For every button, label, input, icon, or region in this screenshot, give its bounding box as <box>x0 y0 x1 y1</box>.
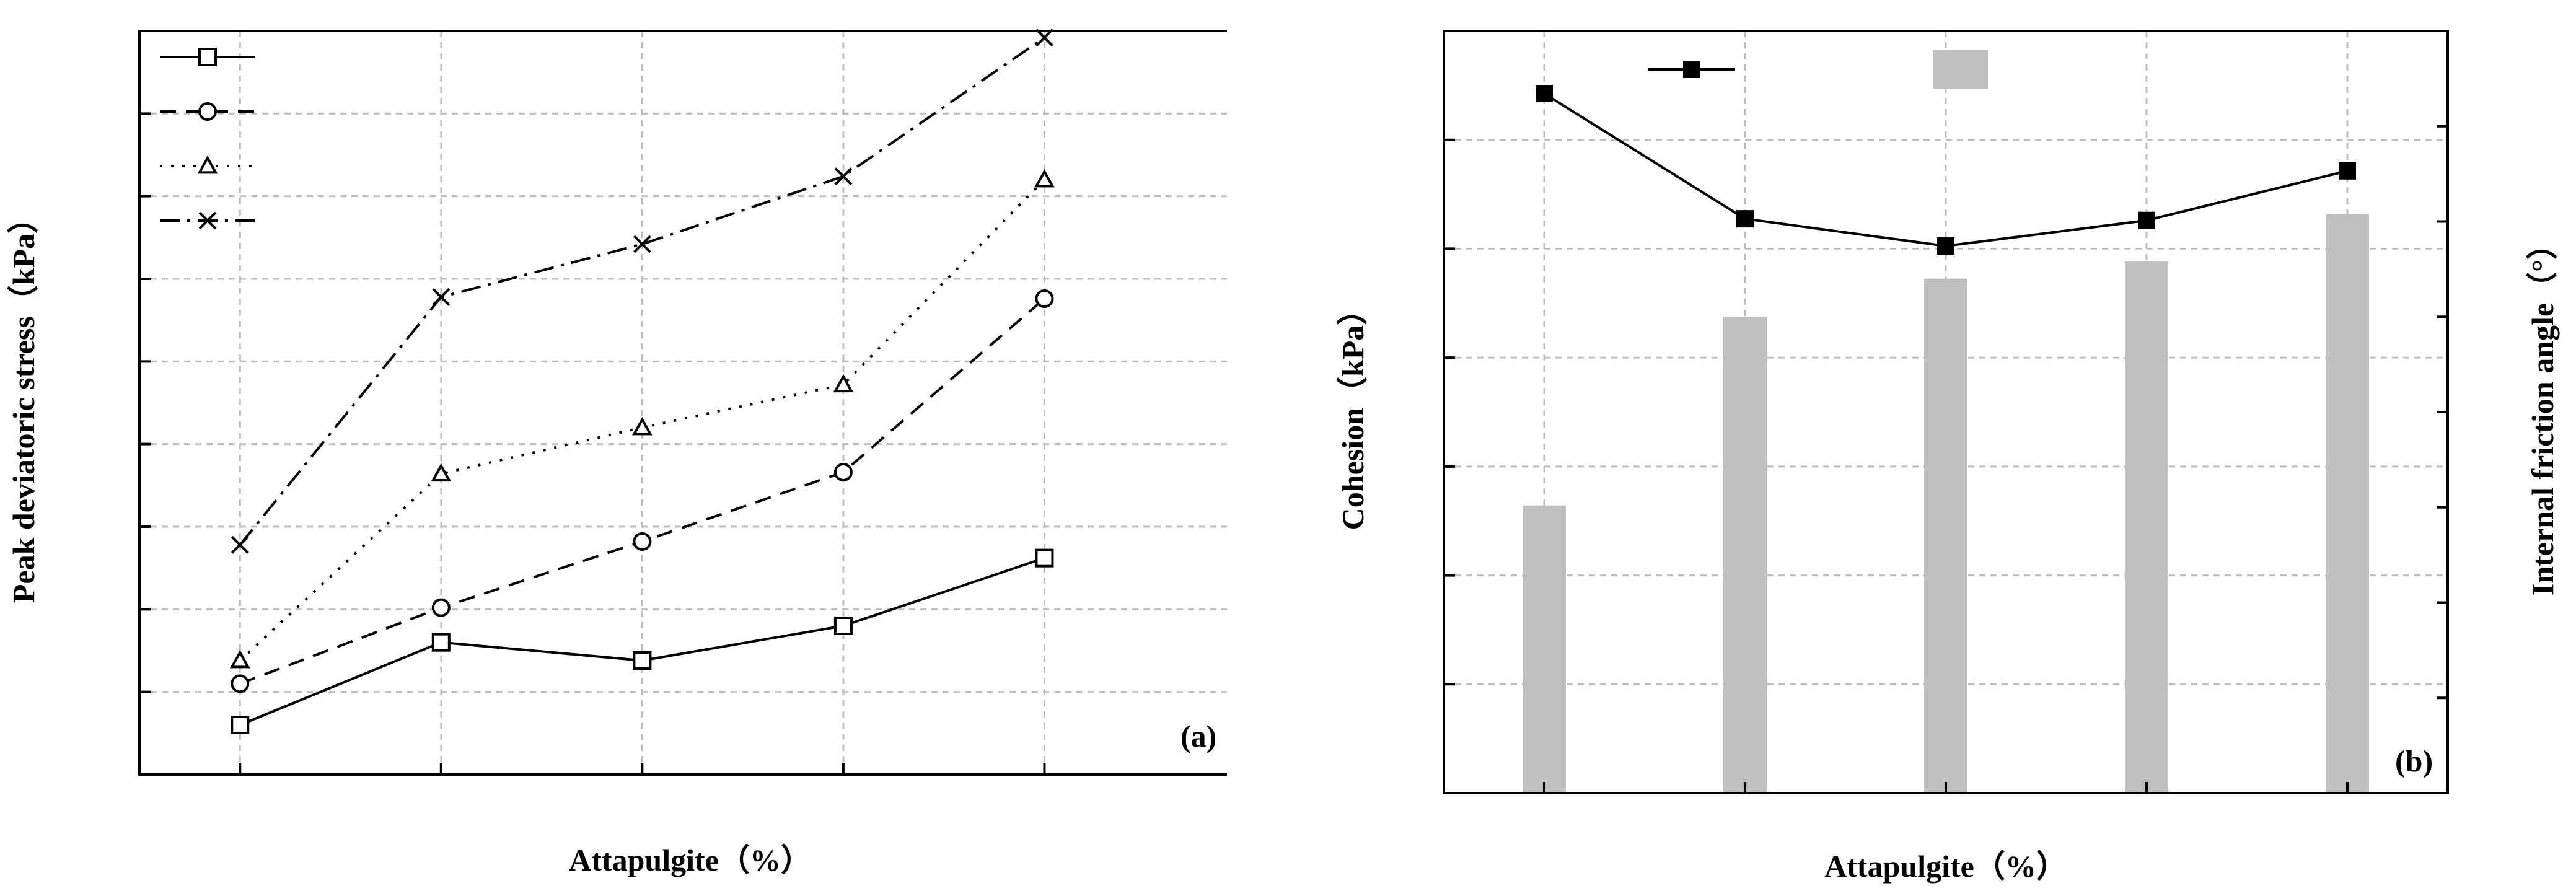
cohesion-line <box>1543 92 2348 248</box>
chart-a-y-axis-title: Peak deviatoric stress（kPa） <box>6 203 41 603</box>
data-point <box>633 235 651 253</box>
bar-friction-angle <box>1924 278 1967 793</box>
data-point <box>231 716 250 734</box>
data-point <box>1035 289 1054 308</box>
data-point <box>229 649 250 669</box>
chart-a-x-axis-title: Attapulgite（%） <box>569 843 812 877</box>
chart-b-legend <box>1648 50 1988 89</box>
data-point <box>1736 210 1754 228</box>
data-point <box>631 416 653 436</box>
data-point <box>2339 162 2356 180</box>
legend-marker-3 <box>198 211 217 230</box>
chart-b-y-axis-title-right: Internal friction angle（°） <box>2525 229 2560 595</box>
chart-a-frame <box>138 30 1227 776</box>
chart-b-frame <box>1443 30 2449 794</box>
data-point <box>431 633 451 652</box>
data-point <box>833 374 854 393</box>
data-point <box>431 598 451 617</box>
legend-marker-cohesion <box>1683 61 1700 78</box>
chart-a-panel-label: (a) <box>1180 719 1216 753</box>
legend-marker-1 <box>198 102 217 121</box>
chart-a-legend <box>160 48 255 230</box>
bar-friction-angle <box>1523 505 1566 793</box>
bar-friction-angle <box>2125 261 2168 793</box>
legend-swatch-friction-angle <box>1933 50 1988 89</box>
chart-b-panel-label: (b) <box>2395 744 2433 778</box>
legend-marker-0 <box>198 48 217 66</box>
data-point <box>834 167 853 186</box>
data-point <box>1035 29 1053 47</box>
bar-friction-angle <box>1723 317 1767 793</box>
data-point <box>431 463 452 482</box>
data-point <box>633 532 652 551</box>
data-point <box>1034 169 1055 188</box>
legend-marker-2 <box>197 155 218 174</box>
data-point <box>231 674 250 693</box>
data-point <box>633 651 652 670</box>
data-point <box>833 463 853 481</box>
chart-b-x-axis-title: Attapulgite（%） <box>1824 849 2067 884</box>
data-point <box>432 288 451 306</box>
data-point <box>1937 237 1954 255</box>
data-point <box>2138 211 2155 229</box>
data-point <box>833 617 853 635</box>
chart-a: (a) Attapulgite（%） Peak deviatoric stres… <box>6 29 1227 877</box>
data-point <box>1536 85 1553 103</box>
data-point <box>1035 548 1054 568</box>
data-point <box>231 535 249 554</box>
bar-friction-angle <box>2326 214 2369 793</box>
chart-b-y-axis-title-left: Cohesion（kPa） <box>1335 294 1370 530</box>
